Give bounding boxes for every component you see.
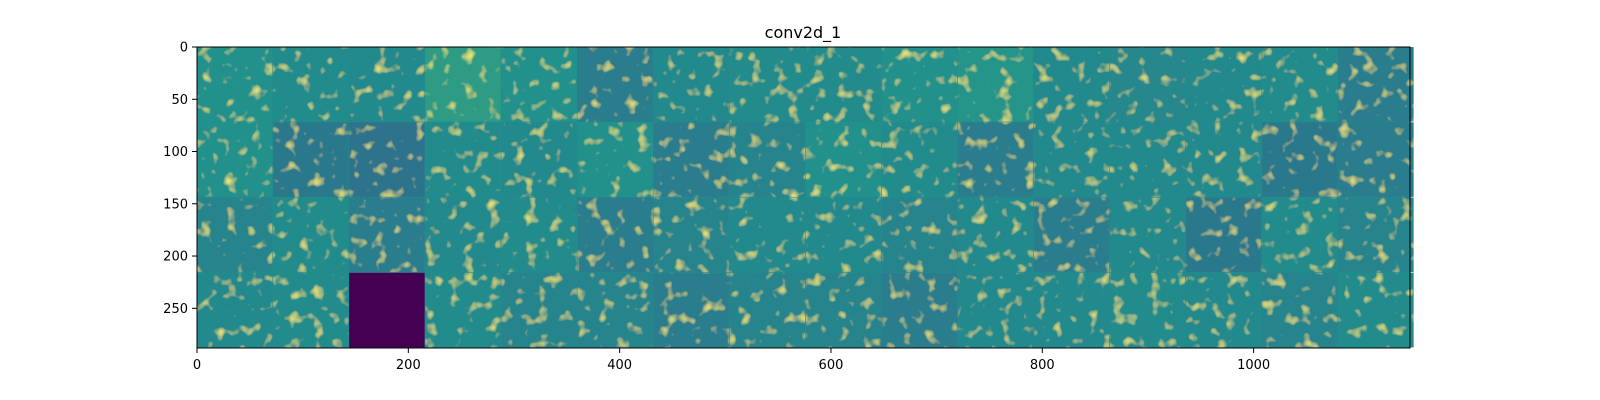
- feature-map-tile-r0-c3: [425, 47, 501, 122]
- feature-map-tile-r3-c4: [501, 272, 577, 348]
- x-axis: 0 200 400 600 800 1000: [193, 348, 1270, 373]
- y-tick-label-50: 50: [171, 93, 188, 108]
- feature-map-tile-r1-c3: [425, 122, 501, 197]
- feature-map-tile-r2-c0: [197, 197, 273, 273]
- feature-map-grid: [197, 47, 1414, 348]
- feature-map-tile-r2-c3: [425, 197, 501, 273]
- feature-map-tile-r1-c13: [1186, 122, 1262, 197]
- y-tick-label-200: 200: [163, 250, 188, 265]
- feature-map-tile-r1-c9: [881, 122, 958, 197]
- feature-map-tile-r1-c4: [501, 122, 577, 197]
- feature-map-tile-r0-c4: [501, 47, 577, 122]
- feature-map-tile-r1-c1: [273, 122, 349, 197]
- feature-map-tile-r2-c1: [273, 197, 349, 273]
- x-tick-label-200: 200: [396, 358, 421, 373]
- x-tick-label-0: 0: [193, 358, 201, 373]
- feature-map-tile-r3-c15: [1338, 272, 1414, 348]
- y-tick-label-100: 100: [163, 145, 188, 160]
- feature-map-tile-r3-c6: [653, 272, 729, 348]
- feature-map-tile-r1-c10: [957, 122, 1034, 197]
- feature-map-tile-r3-c11: [1033, 272, 1110, 348]
- y-tick-label-0: 0: [180, 41, 188, 56]
- feature-map-tile-r3-c8: [805, 272, 882, 348]
- feature-map-tile-r2-c14: [1262, 197, 1338, 273]
- y-axis: 0 50 100 150 200 250: [163, 41, 197, 317]
- feature-map-tile-r2-c6: [653, 197, 729, 273]
- feature-map-tile-r0-c2: [349, 47, 425, 122]
- feature-map-tile-r3-c14: [1262, 272, 1338, 348]
- feature-map-tile-r1-c15: [1338, 122, 1414, 197]
- x-tick-label-400: 400: [607, 358, 632, 373]
- feature-map-tile-r2-c10: [957, 197, 1034, 273]
- feature-map-tile-r0-c0: [197, 47, 273, 122]
- feature-map-tile-r0-c6: [653, 47, 729, 122]
- feature-map-tile-r0-c15: [1338, 47, 1414, 122]
- x-tick-label-600: 600: [819, 358, 844, 373]
- feature-map-tile-r3-c2: [349, 272, 425, 348]
- feature-map-tile-r1-c5: [577, 122, 653, 197]
- feature-map-tile-r3-c0: [197, 272, 273, 348]
- feature-map-tile-r1-c6: [653, 122, 729, 197]
- feature-map-tile-r0-c1: [273, 47, 349, 122]
- feature-map-tile-r2-c7: [729, 197, 806, 273]
- feature-map-tile-r3-c13: [1186, 272, 1262, 348]
- feature-map-tile-r0-c7: [729, 47, 806, 122]
- feature-map-tile-r2-c15: [1338, 197, 1414, 273]
- feature-map-tile-r2-c12: [1109, 197, 1186, 273]
- feature-map-tile-r1-c14: [1262, 122, 1338, 197]
- x-tick-label-1000: 1000: [1237, 358, 1270, 373]
- feature-map-tile-r1-c7: [729, 122, 806, 197]
- plot-frame: [196, 46, 1411, 349]
- feature-map-tile-r3-c5: [577, 272, 653, 348]
- feature-map-tile-r0-c10: [957, 47, 1034, 122]
- chart-title: conv2d_1: [765, 23, 842, 43]
- feature-map-tile-r0-c11: [1033, 47, 1110, 122]
- feature-map-tile-r3-c3: [425, 272, 501, 348]
- feature-map-tile-r1-c2: [349, 122, 425, 197]
- feature-map-tile-r3-c9: [881, 272, 958, 348]
- x-tick-label-800: 800: [1030, 358, 1055, 373]
- y-tick-label-250: 250: [163, 302, 188, 317]
- feature-map-tile-r2-c9: [881, 197, 958, 273]
- y-tick-label-150: 150: [163, 197, 188, 212]
- feature-map-tile-r0-c9: [881, 47, 958, 122]
- feature-map-tile-r3-c1: [273, 272, 349, 348]
- feature-map-tile-r2-c8: [805, 197, 882, 273]
- feature-map-tile-r1-c11: [1033, 122, 1110, 197]
- feature-map-tile-r1-c12: [1109, 122, 1186, 197]
- feature-map-tile-r0-c8: [805, 47, 882, 122]
- feature-map-tile-r1-c0: [197, 122, 273, 197]
- feature-map-tile-r3-c10: [957, 272, 1034, 348]
- feature-map-tile-r0-c12: [1109, 47, 1186, 122]
- feature-map-tile-r0-c13: [1186, 47, 1262, 122]
- feature-map-tile-r1-c8: [805, 122, 882, 197]
- feature-map-tile-r2-c13: [1186, 197, 1262, 273]
- feature-map-tile-r2-c5: [577, 197, 653, 273]
- feature-map-tile-r0-c14: [1262, 47, 1338, 122]
- feature-map-tile-r0-c5: [577, 47, 653, 122]
- feature-map-tile-r2-c2: [349, 197, 425, 273]
- feature-map-tile-r3-c7: [729, 272, 806, 348]
- feature-map-tile-r3-c12: [1109, 272, 1186, 348]
- feature-map-tile-r2-c4: [501, 197, 577, 273]
- feature-map-tile-r2-c11: [1033, 197, 1110, 273]
